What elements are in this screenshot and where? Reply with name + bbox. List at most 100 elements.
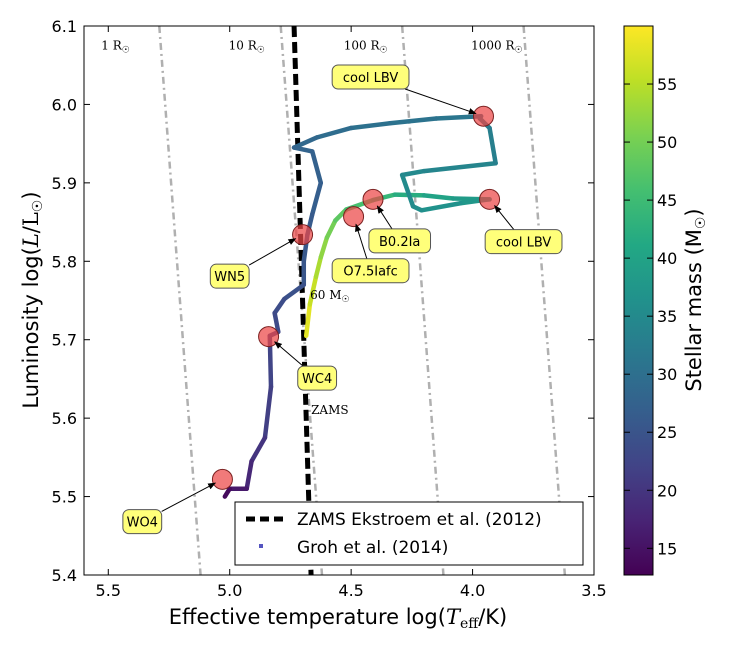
track-segment (387, 116, 439, 126)
track-segment (310, 180, 324, 217)
x-axis-title: Effective temperature log(Teff/K) (169, 605, 507, 632)
annotation-arrow-6 (274, 341, 304, 367)
annotation-box-6 (297, 365, 338, 391)
annotation-arrow-4 (355, 223, 368, 259)
track-segment (421, 193, 456, 201)
x-tick-label: 5.0 (217, 581, 242, 600)
iso-radius-line-3 (400, 26, 445, 575)
annotation-label-6: WC4 (302, 372, 332, 387)
annotation-arrow-1 (404, 88, 477, 115)
radius-label-2: 10 R☉ (229, 39, 265, 56)
annotation-arrow-7 (161, 482, 217, 512)
annotation-label-5: WN5 (214, 270, 245, 285)
track-segment (487, 125, 498, 166)
legend-track-swatch (259, 544, 263, 548)
iso-radius-line-1 (158, 26, 202, 575)
legend-zams-label: ZAMS Ekstroem et al. (2012) (297, 510, 542, 530)
track-segment (314, 125, 354, 140)
colorbar-tick-label: 55 (657, 75, 677, 94)
annotation-label-3: cool LBV (496, 236, 552, 251)
plot-frame (83, 25, 595, 576)
iso-radius-line-4 (522, 26, 567, 575)
annotation-arrow-2 (376, 205, 393, 230)
colorbar-tick-label: 40 (657, 249, 677, 268)
radius-label-3: 100 R☉ (344, 39, 388, 56)
y-tick-label: 6.1 (52, 17, 77, 36)
marker-o7-5iafc (343, 206, 365, 228)
legend-box (234, 501, 584, 566)
track-segment (419, 200, 463, 213)
spectral-markers (211, 105, 501, 490)
track-segment (222, 486, 232, 499)
marker-wn5 (292, 224, 314, 246)
annotation-box-1 (331, 64, 410, 90)
track-segment (307, 274, 319, 307)
track-segment (333, 207, 349, 223)
track-segment (262, 384, 274, 440)
legend: ZAMS Ekstroem et al. (2012) Groh et al. … (234, 501, 584, 566)
radius-label-1: 1 R☉ (101, 39, 130, 56)
colorbar-title: Stellar mass (M☉) (682, 208, 709, 391)
colorbar-tick-label: 50 (657, 133, 677, 152)
track-segment (303, 302, 313, 339)
track-segment (291, 145, 315, 154)
colorbar-tick-label: 35 (657, 307, 677, 326)
annotation-box-5 (209, 263, 250, 289)
annotation-box-2 (368, 228, 432, 254)
track-segment (291, 135, 320, 150)
x-tick-label: 5.5 (96, 581, 121, 600)
track-segment (348, 121, 393, 131)
annotation-arrow-3 (494, 204, 515, 230)
zams-label: ZAMS (311, 403, 349, 417)
annotation-label-7: WO4 (127, 516, 158, 531)
marker-b0-2ia (362, 188, 384, 210)
track-segment (244, 459, 254, 491)
annotation-label-1: cool LBV (343, 71, 399, 86)
marker-wc4 (258, 326, 280, 348)
colorbar-tick-label: 20 (657, 481, 677, 500)
annotations: cool LBV B0.2Ia cool LBV O7.5Iafc WN5 WC4 WO4 (122, 64, 563, 535)
track-segment (399, 172, 416, 209)
track-segment (399, 168, 427, 178)
y-tick-label: 5.9 (52, 174, 77, 193)
annotation-label-4: O7.5Iafc (343, 265, 397, 280)
track-segment (249, 435, 268, 464)
colorbar-ticks: 15 20 25 30 35 40 45 50 55 (624, 75, 677, 558)
colorbar-tick-label: 45 (657, 191, 677, 210)
plot-area (84, 26, 594, 575)
track-segment (282, 282, 307, 302)
track-segment (313, 255, 324, 280)
colorbar: 15 20 25 30 35 40 45 50 55 Stellar mass (M☉) (623, 25, 709, 576)
marker-cool-lbv (473, 105, 494, 127)
y-tick-label: 5.4 (52, 566, 77, 585)
track-segment (421, 161, 498, 174)
radius-label-4: 1000 R☉ (471, 39, 522, 56)
zams-line (291, 26, 314, 575)
in-plot-labels: 1 R☉ 10 R☉ 100 R☉ 1000 R☉ 60 M☉ ZAMS (101, 39, 522, 418)
colorbar-tick-label: 15 (657, 539, 677, 558)
y-axis-ticks: 5.4 5.5 5.6 5.7 5.8 5.9 6.0 6.1 (52, 17, 594, 585)
y-tick-label: 5.6 (52, 409, 77, 428)
track-segment (272, 296, 287, 316)
colorbar-tick-label: 30 (657, 365, 677, 384)
y-tick-label: 5.7 (52, 331, 77, 350)
x-tick-label: 3.5 (581, 581, 606, 600)
track-segment (310, 149, 324, 186)
track-segment (272, 310, 281, 335)
annotation-box-3 (484, 229, 563, 255)
x-axis-ticks: 5.5 5.0 4.5 4.0 3.5 (96, 26, 607, 600)
y-tick-label: 6.0 (52, 95, 77, 114)
x-tick-label: 4.5 (338, 581, 363, 600)
marker-wo4 (211, 468, 233, 490)
y-tick-label: 5.8 (52, 252, 77, 271)
colorbar-gradient (623, 25, 654, 576)
x-tick-label: 4.0 (460, 581, 485, 600)
y-tick-label: 5.5 (52, 488, 77, 507)
legend-track-label: Groh et al. (2014) (297, 538, 448, 558)
annotation-label-2: B0.2Ia (379, 235, 420, 250)
colorbar-tick-label: 25 (657, 423, 677, 442)
track-segment (318, 235, 330, 260)
y-axis-title: Luminosity log(L/L☉) (19, 191, 46, 408)
zams-line-group (291, 26, 314, 575)
